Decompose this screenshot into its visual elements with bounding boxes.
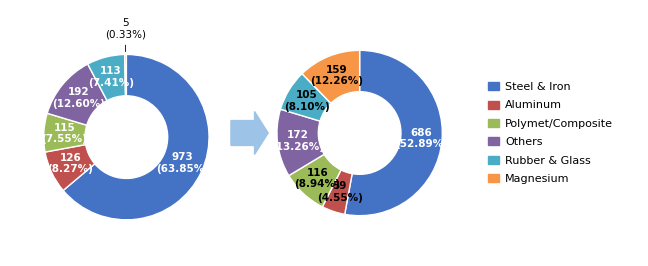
Text: 59
(4.55%): 59 (4.55%) <box>317 181 363 203</box>
Wedge shape <box>323 170 352 214</box>
Text: 113
(7.41%): 113 (7.41%) <box>88 66 133 88</box>
Wedge shape <box>45 145 95 190</box>
Wedge shape <box>87 55 126 101</box>
Wedge shape <box>302 50 360 103</box>
Text: 686
(52.89%): 686 (52.89%) <box>395 128 448 149</box>
Text: 116
(8.94%): 116 (8.94%) <box>295 168 340 189</box>
Text: 159
(12.26%): 159 (12.26%) <box>310 65 363 86</box>
Legend: Steel & Iron, Aluminum, Polymet/Composite, Others, Rubber & Glass, Magnesium: Steel & Iron, Aluminum, Polymet/Composit… <box>489 82 613 184</box>
Text: 973
(63.85%): 973 (63.85%) <box>156 152 209 174</box>
Text: 115
(7.55%): 115 (7.55%) <box>41 123 87 144</box>
Wedge shape <box>63 55 209 220</box>
Text: 105
(8.10%): 105 (8.10%) <box>284 90 330 112</box>
Text: 192
(12.60%): 192 (12.60%) <box>52 87 105 109</box>
Text: 5
(0.33%): 5 (0.33%) <box>105 18 146 52</box>
Text: 172
(13.26%): 172 (13.26%) <box>272 130 325 152</box>
Text: 126
(8.27%): 126 (8.27%) <box>47 153 93 174</box>
Wedge shape <box>124 55 126 96</box>
Wedge shape <box>47 64 107 125</box>
Wedge shape <box>277 109 324 176</box>
Wedge shape <box>345 50 443 216</box>
Wedge shape <box>289 154 341 207</box>
Wedge shape <box>281 74 331 121</box>
Wedge shape <box>43 113 87 152</box>
FancyArrow shape <box>231 111 268 155</box>
